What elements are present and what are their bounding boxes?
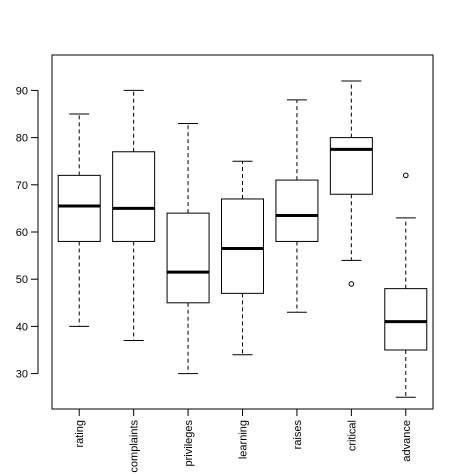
box-privileges [166, 122, 210, 375]
box-rect [384, 288, 428, 351]
y-tick-label: 90 [16, 85, 28, 97]
y-tick-label: 40 [16, 321, 28, 333]
y-tick-label: 60 [16, 227, 28, 239]
outlier-point [348, 281, 355, 287]
box-rect [166, 212, 210, 304]
x-tick-label: privileges [183, 420, 195, 467]
boxes-group [57, 80, 428, 398]
x-tick-label: learning [238, 420, 250, 459]
box-complaints [112, 89, 156, 342]
y-tick-label: 80 [16, 133, 28, 145]
x-tick-label: raises [292, 420, 304, 450]
x-tick-label: complaints [129, 420, 141, 473]
box-rect [112, 151, 156, 242]
x-tick-label: rating [74, 420, 86, 448]
y-axis: 30 40 50 60 70 80 90 [16, 85, 39, 381]
y-tick-label: 70 [16, 180, 28, 192]
x-tick-label: critical [346, 420, 358, 451]
box-learning [221, 160, 264, 356]
box-advance [384, 172, 428, 398]
box-critical [329, 80, 373, 287]
box-rect [329, 137, 373, 195]
box-raises [275, 99, 319, 313]
box-rect [275, 179, 319, 242]
outlier-point [402, 172, 409, 179]
y-tick-label: 50 [16, 274, 28, 286]
x-axis: rating complaints privileges learning raises… [74, 408, 413, 473]
box-rect [57, 174, 101, 242]
box-rect [221, 198, 264, 294]
y-tick-label: 30 [16, 369, 28, 381]
x-tick-label: advance [401, 420, 413, 462]
box-rating [57, 113, 101, 327]
